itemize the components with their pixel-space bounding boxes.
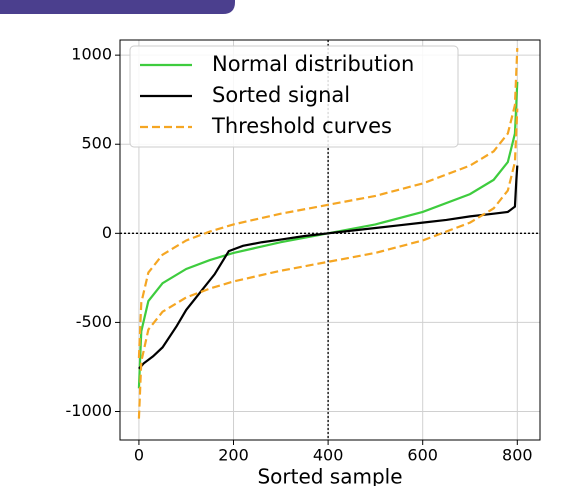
series-line — [137, 47, 519, 359]
legend-label: Sorted signal — [212, 83, 350, 107]
legend-box — [129, 45, 459, 148]
top-tab — [0, 0, 235, 14]
x-tick-label: 400 — [313, 446, 344, 465]
x-tick-label: 0 — [134, 446, 144, 465]
series-line — [138, 165, 519, 370]
y-tick-label: 1000 — [71, 45, 112, 64]
legend-label: Threshold curves — [211, 114, 392, 138]
y-tick-label: -1000 — [66, 401, 113, 420]
x-axis-label: Sorted sample — [257, 465, 402, 486]
y-tick-label: 0 — [102, 223, 112, 242]
plot-frame — [119, 39, 541, 441]
legend-label: Normal distribution — [212, 52, 414, 76]
series-line — [137, 81, 519, 389]
y-tick-label: -500 — [76, 312, 112, 331]
x-tick-label: 600 — [407, 446, 438, 465]
x-tick-label: 200 — [218, 446, 249, 465]
x-tick-label: 800 — [502, 446, 533, 465]
series-line — [137, 108, 519, 419]
y-tick-label: 500 — [81, 134, 112, 153]
